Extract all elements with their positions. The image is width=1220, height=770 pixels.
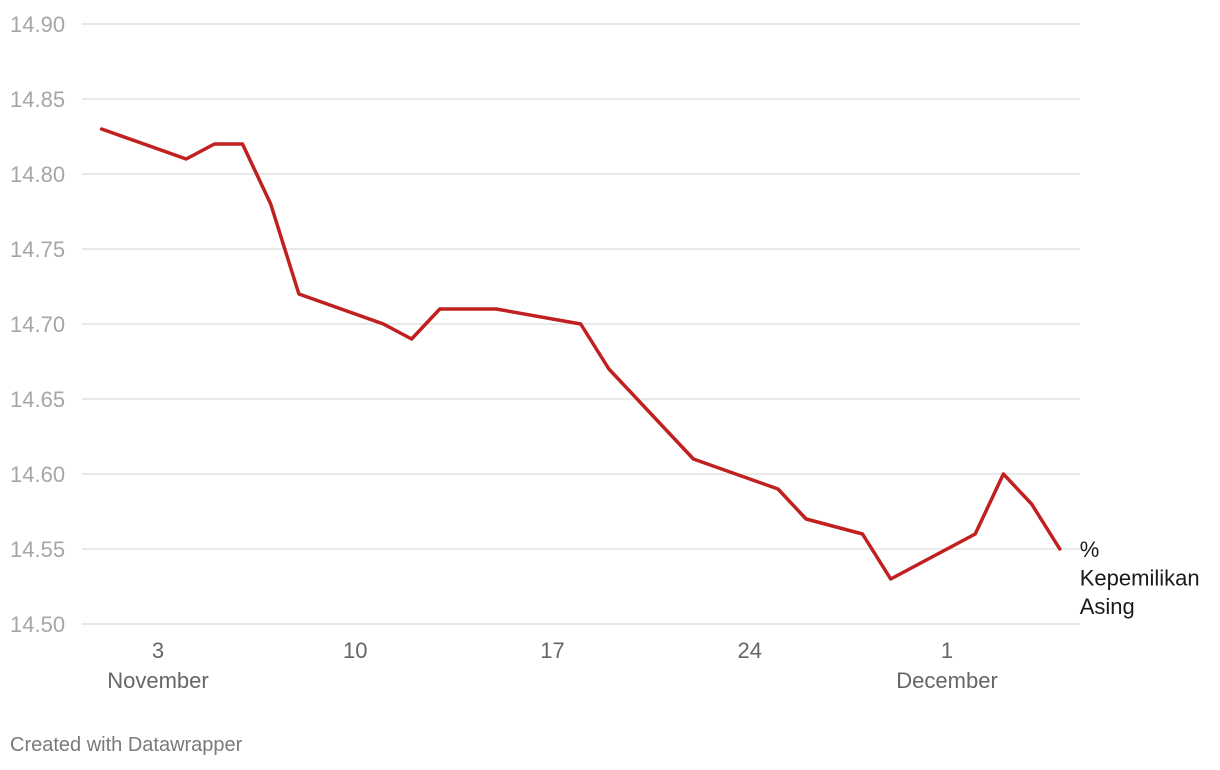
x-tick-label: 24 (738, 638, 762, 663)
y-tick-label: 14.70 (10, 312, 65, 337)
y-tick-label: 14.90 (10, 12, 65, 37)
y-tick-label: 14.80 (10, 162, 65, 187)
y-tick-label: 14.75 (10, 237, 65, 262)
y-tick-label: 14.60 (10, 462, 65, 487)
series-line (99, 127, 1062, 581)
series-label-line: % (1080, 537, 1100, 562)
y-tick-label: 14.65 (10, 387, 65, 412)
x-tick-label: 3 (152, 638, 164, 663)
series-label-line: Kepemilikan (1080, 566, 1200, 591)
series-label-line: Asing (1080, 594, 1135, 619)
x-tick-label: 17 (540, 638, 564, 663)
x-tick-label: 1 (941, 638, 953, 663)
line-chart: 14.90 14.85 14.80 14.75 14.70 14.65 14.60 14.55… (10, 12, 1200, 693)
y-tick-label: 14.85 (10, 87, 65, 112)
y-tick-label: 14.50 (10, 612, 65, 637)
y-tick-label: 14.55 (10, 537, 65, 562)
x-tick-label: 10 (343, 638, 367, 663)
y-axis-ticks: 14.90 14.85 14.80 14.75 14.70 14.65 14.60 14.55… (10, 12, 65, 637)
series-lines (99, 127, 1062, 581)
series-labels: % Kepemilikan Asing (1080, 537, 1200, 619)
x-tick-month-label: December (896, 668, 997, 693)
footer-credit: Created with Datawrapper (10, 734, 243, 756)
x-axis-ticks: 3 November 10 17 24 1 December (107, 638, 998, 693)
x-tick-month-label: November (107, 668, 208, 693)
